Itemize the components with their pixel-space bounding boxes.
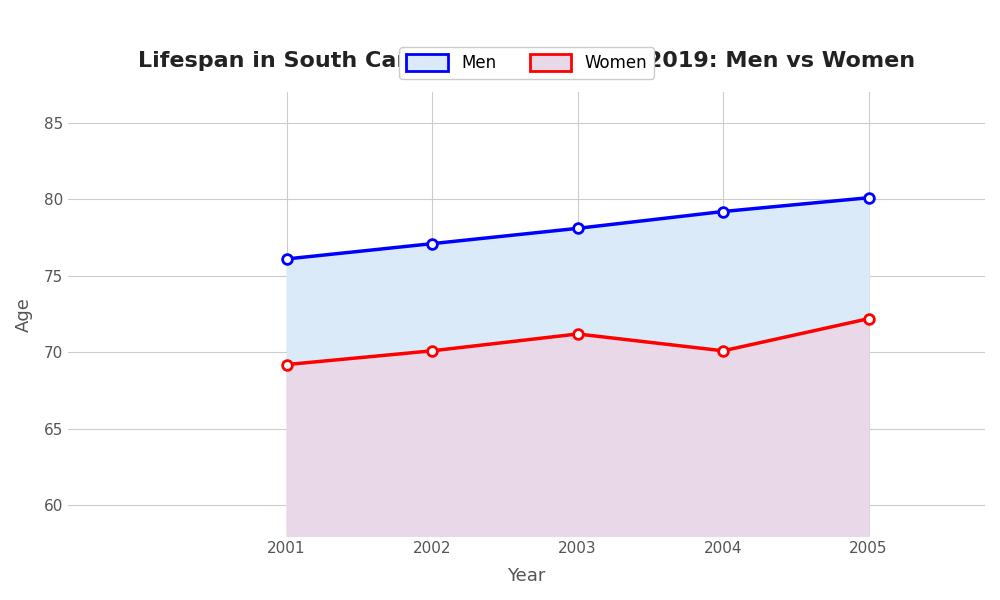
- Title: Lifespan in South Carolina from 1982 to 2019: Men vs Women: Lifespan in South Carolina from 1982 to …: [138, 51, 915, 71]
- Y-axis label: Age: Age: [15, 296, 33, 332]
- Legend: Men, Women: Men, Women: [399, 47, 654, 79]
- X-axis label: Year: Year: [507, 567, 546, 585]
